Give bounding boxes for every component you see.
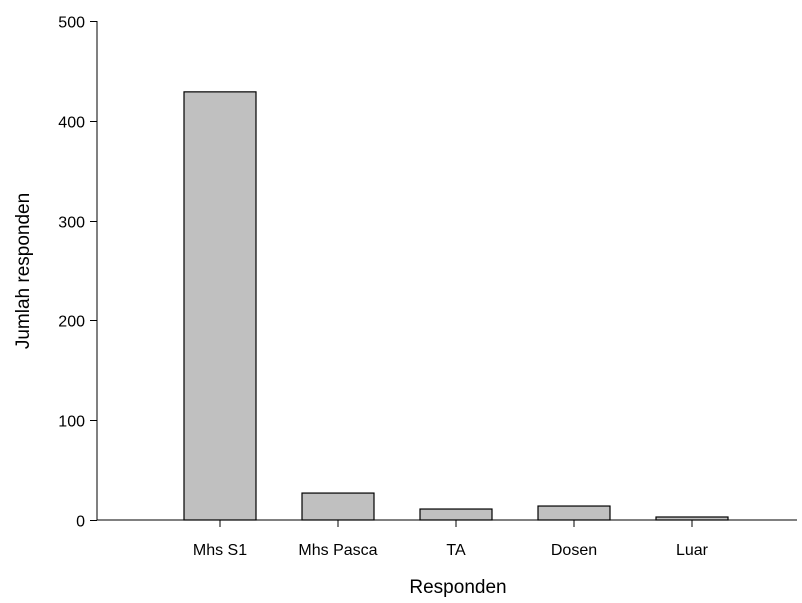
x-tick-label: Dosen xyxy=(551,542,597,559)
y-tick-label: 100 xyxy=(58,414,85,431)
y-tick-label: 500 xyxy=(58,15,85,32)
x-tick-label: TA xyxy=(446,542,466,559)
y-tick-label: 400 xyxy=(58,115,85,132)
bar xyxy=(183,91,257,521)
bar xyxy=(301,492,375,521)
bar xyxy=(537,505,611,521)
bar xyxy=(655,516,729,521)
y-tick-label: 0 xyxy=(76,514,85,531)
x-tick-label: Mhs S1 xyxy=(193,542,247,559)
x-tick-label: Luar xyxy=(676,542,709,559)
x-axis-title: Responden xyxy=(409,577,506,598)
x-tick-label: Mhs Pasca xyxy=(298,542,377,559)
y-tick-label: 300 xyxy=(58,215,85,232)
y-tick-label: 200 xyxy=(58,314,85,331)
plot-area: 0 100 200 300 400 500 Mhs S1 Mhs Pasca TA Dosen Lu… xyxy=(58,15,797,559)
y-axis-title: Jumlah responden xyxy=(13,193,34,349)
bar xyxy=(419,508,493,521)
